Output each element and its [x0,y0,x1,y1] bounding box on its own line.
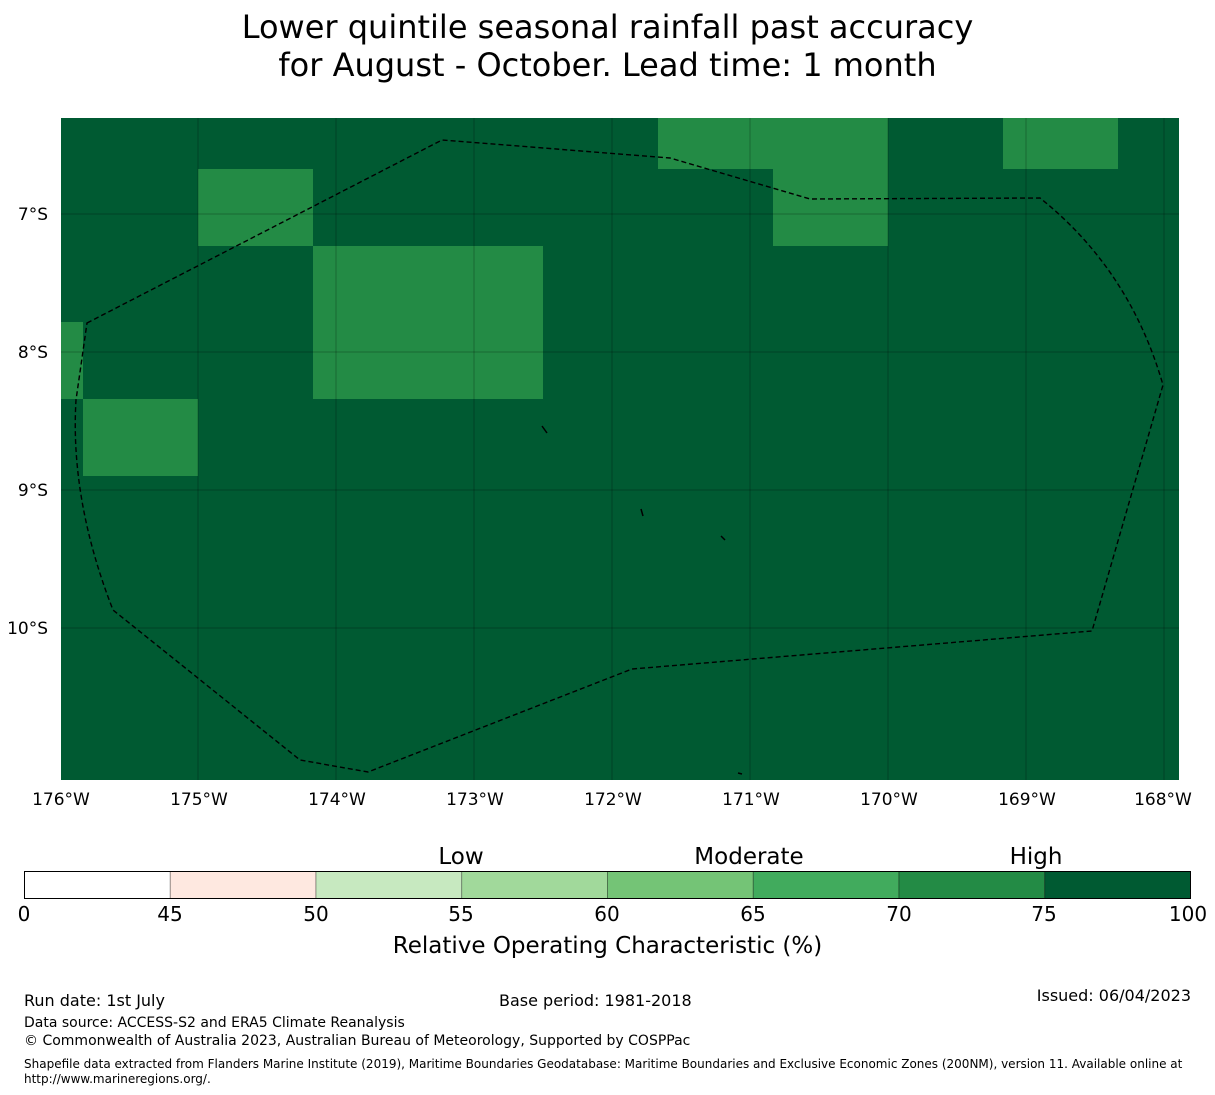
lon-label: 176°W [32,790,90,810]
eez-boundary [74,139,1164,773]
colorbar-segment [315,871,463,899]
colorbar-tick: 100 [1168,902,1208,926]
lon-label: 169°W [998,790,1056,810]
colorbar-category-high: High [1009,844,1063,870]
roc-cell [313,246,543,399]
colorbar-tick: 0 [17,902,31,926]
colorbar-tick: 45 [157,902,183,926]
island-shape [640,508,644,517]
colorbar-segment [1044,871,1191,899]
map: 7°S 8°S 9°S 10°S 176°W 175°W 174°W 173°W… [7,118,1192,810]
colorbar [24,871,1191,899]
roc-cell [773,169,888,246]
island-shape [720,535,726,541]
colorbar-segment [461,871,608,899]
chart-title-line-1: Lower quintile seasonal rainfall past ac… [241,8,974,46]
roc-cell [198,169,313,246]
base-period: Base period: 1981-2018 [499,991,692,1010]
lat-label: 10°S [7,619,48,639]
chart-title-line-2: for August - October. Lead time: 1 month [278,46,937,84]
lon-label: 173°W [446,790,504,810]
colorbar-segment [752,871,900,899]
lon-label: 175°W [170,790,228,810]
colorbar-tick: 50 [303,902,329,926]
colorbar-tick: 75 [1031,902,1057,926]
graticule [61,118,1179,780]
roc-cell [1003,118,1118,169]
copyright: © Commonwealth of Australia 2023, Austra… [24,1033,691,1049]
colorbar-tick: 60 [594,902,620,926]
colorbar-tick: 55 [448,902,474,926]
colorbar-tick: 65 [740,902,766,926]
colorbar-label: Relative Operating Characteristic (%) [392,933,823,959]
colorbar-outline [24,871,1191,899]
roc-cell [83,399,198,476]
shapefile-credit: Shapefile data extracted from Flanders M… [24,1057,1183,1086]
island-shape [541,425,548,434]
issued-date: Issued: 06/04/2023 [1036,986,1191,1005]
lon-label: 168°W [1134,790,1192,810]
colorbar-category-moderate: Moderate [694,844,804,870]
lon-label: 172°W [584,790,642,810]
lat-label: 9°S [18,481,48,501]
lon-label: 170°W [860,790,918,810]
colorbar-segment [169,871,317,899]
run-date: Run date: 1st July [24,991,165,1010]
roc-cell [61,322,83,399]
island-shape [737,772,743,775]
roc-cell [658,118,888,169]
colorbar-segment [898,871,1046,899]
lat-label: 8°S [18,343,48,363]
lon-label: 171°W [722,790,780,810]
lon-label: 174°W [308,790,366,810]
colorbar-segment [607,871,754,899]
data-source: Data source: ACCESS-S2 and ERA5 Climate … [24,1015,405,1031]
colorbar-tick: 70 [886,902,912,926]
map-area [61,118,1179,780]
colorbar-segment [24,871,171,899]
lat-label: 7°S [18,205,48,225]
colorbar-category-low: Low [438,844,484,870]
